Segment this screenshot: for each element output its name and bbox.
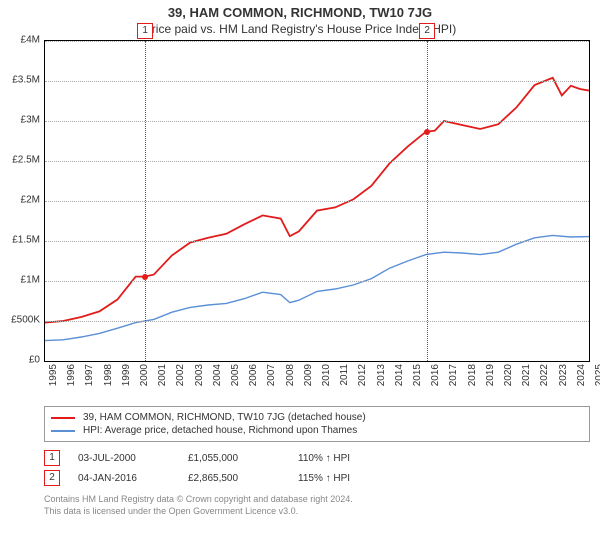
y-tick-label: £500K bbox=[11, 315, 40, 326]
legend-row: 39, HAM COMMON, RICHMOND, TW10 7JG (deta… bbox=[51, 411, 583, 424]
chart-title: 39, HAM COMMON, RICHMOND, TW10 7JG bbox=[0, 0, 600, 20]
legend-swatch bbox=[51, 417, 75, 419]
x-tick-label: 2017 bbox=[448, 364, 459, 386]
x-tick-label: 2008 bbox=[285, 364, 296, 386]
y-tick-label: £1.5M bbox=[12, 235, 40, 246]
x-tick-label: 2009 bbox=[303, 364, 314, 386]
transaction-date: 03-JUL-2000 bbox=[78, 453, 188, 464]
transaction-rows: 1 03-JUL-2000£1,055,000110% ↑ HPI 2 04-JAN-… bbox=[44, 448, 590, 488]
chart-subtitle: Price paid vs. HM Land Registry's House … bbox=[0, 20, 600, 40]
legend-label: HPI: Average price, detached house, Rich… bbox=[83, 425, 357, 436]
y-tick-label: £2M bbox=[21, 195, 40, 206]
x-tick-label: 1996 bbox=[66, 364, 77, 386]
transaction-row: 2 04-JAN-2016£2,865,500115% ↑ HPI bbox=[44, 468, 590, 488]
x-tick-label: 2004 bbox=[212, 364, 223, 386]
y-tick-label: £1M bbox=[21, 275, 40, 286]
x-tick-label: 2018 bbox=[467, 364, 478, 386]
attribution-line2: This data is licensed under the Open Gov… bbox=[44, 506, 590, 518]
gridline-h bbox=[45, 81, 589, 82]
x-tick-label: 2013 bbox=[376, 364, 387, 386]
legend: 39, HAM COMMON, RICHMOND, TW10 7JG (deta… bbox=[44, 406, 590, 442]
x-tick-label: 2002 bbox=[175, 364, 186, 386]
gridline-h bbox=[45, 201, 589, 202]
gridline-h bbox=[45, 121, 589, 122]
x-tick-label: 2010 bbox=[321, 364, 332, 386]
x-tick-label: 1995 bbox=[48, 364, 59, 386]
attribution-line1: Contains HM Land Registry data © Crown c… bbox=[44, 494, 590, 506]
x-tick-label: 2001 bbox=[157, 364, 168, 386]
chart-container: 39, HAM COMMON, RICHMOND, TW10 7JG Price… bbox=[0, 0, 600, 560]
legend-swatch bbox=[51, 430, 75, 432]
x-tick-label: 2025 bbox=[594, 364, 600, 386]
x-tick-label: 1997 bbox=[84, 364, 95, 386]
y-tick-label: £4M bbox=[21, 35, 40, 46]
transaction-marker-box: 1 bbox=[44, 450, 60, 466]
gridline-h bbox=[45, 41, 589, 42]
transaction-date: 04-JAN-2016 bbox=[78, 473, 188, 484]
gridline-h bbox=[45, 241, 589, 242]
x-tick-label: 2021 bbox=[521, 364, 532, 386]
marker-vline bbox=[427, 41, 428, 361]
x-axis-labels: 1995 1996 1997 1998 1999 2000 2001 2002 2003 2004… bbox=[44, 362, 590, 400]
y-tick-label: £3.5M bbox=[12, 75, 40, 86]
gridline-h bbox=[45, 321, 589, 322]
x-tick-label: 2014 bbox=[394, 364, 405, 386]
y-tick-label: £2.5M bbox=[12, 155, 40, 166]
x-tick-label: 2015 bbox=[412, 364, 423, 386]
x-tick-label: 2020 bbox=[503, 364, 514, 386]
transaction-pct: 110% ↑ HPI bbox=[298, 453, 408, 464]
marker-box: 1 bbox=[137, 23, 153, 39]
transaction-row: 1 03-JUL-2000£1,055,000110% ↑ HPI bbox=[44, 448, 590, 468]
gridline-h bbox=[45, 281, 589, 282]
gridline-h bbox=[45, 161, 589, 162]
legend-label: 39, HAM COMMON, RICHMOND, TW10 7JG (deta… bbox=[83, 412, 366, 423]
x-tick-label: 2000 bbox=[139, 364, 150, 386]
marker-dot bbox=[424, 129, 430, 135]
transaction-price: £2,865,500 bbox=[188, 473, 298, 484]
marker-vline bbox=[145, 41, 146, 361]
x-tick-label: 2019 bbox=[485, 364, 496, 386]
y-axis-labels: £0£500K£1M£1.5M£2M£2.5M£3M£3.5M£4M bbox=[0, 40, 42, 360]
plot-area: 12 bbox=[44, 40, 590, 362]
x-tick-label: 2006 bbox=[248, 364, 259, 386]
x-tick-label: 2016 bbox=[430, 364, 441, 386]
x-tick-label: 2003 bbox=[194, 364, 205, 386]
transaction-marker-box: 2 bbox=[44, 470, 60, 486]
x-tick-label: 2023 bbox=[558, 364, 569, 386]
transaction-pct: 115% ↑ HPI bbox=[298, 473, 408, 484]
transaction-price: £1,055,000 bbox=[188, 453, 298, 464]
marker-box: 2 bbox=[419, 23, 435, 39]
y-tick-label: £0 bbox=[29, 355, 40, 366]
x-tick-label: 2024 bbox=[576, 364, 587, 386]
legend-row: HPI: Average price, detached house, Rich… bbox=[51, 424, 583, 437]
marker-dot bbox=[142, 274, 148, 280]
x-tick-label: 2007 bbox=[266, 364, 277, 386]
x-tick-label: 2005 bbox=[230, 364, 241, 386]
x-tick-label: 1998 bbox=[103, 364, 114, 386]
x-tick-label: 2022 bbox=[539, 364, 550, 386]
x-tick-label: 1999 bbox=[121, 364, 132, 386]
y-tick-label: £3M bbox=[21, 115, 40, 126]
x-tick-label: 2012 bbox=[357, 364, 368, 386]
attribution: Contains HM Land Registry data © Crown c… bbox=[44, 494, 590, 517]
x-tick-label: 2011 bbox=[339, 364, 350, 386]
